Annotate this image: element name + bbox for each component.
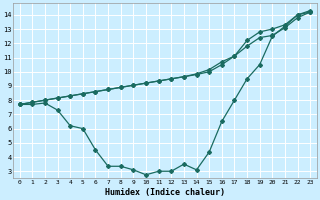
X-axis label: Humidex (Indice chaleur): Humidex (Indice chaleur) <box>105 188 225 197</box>
